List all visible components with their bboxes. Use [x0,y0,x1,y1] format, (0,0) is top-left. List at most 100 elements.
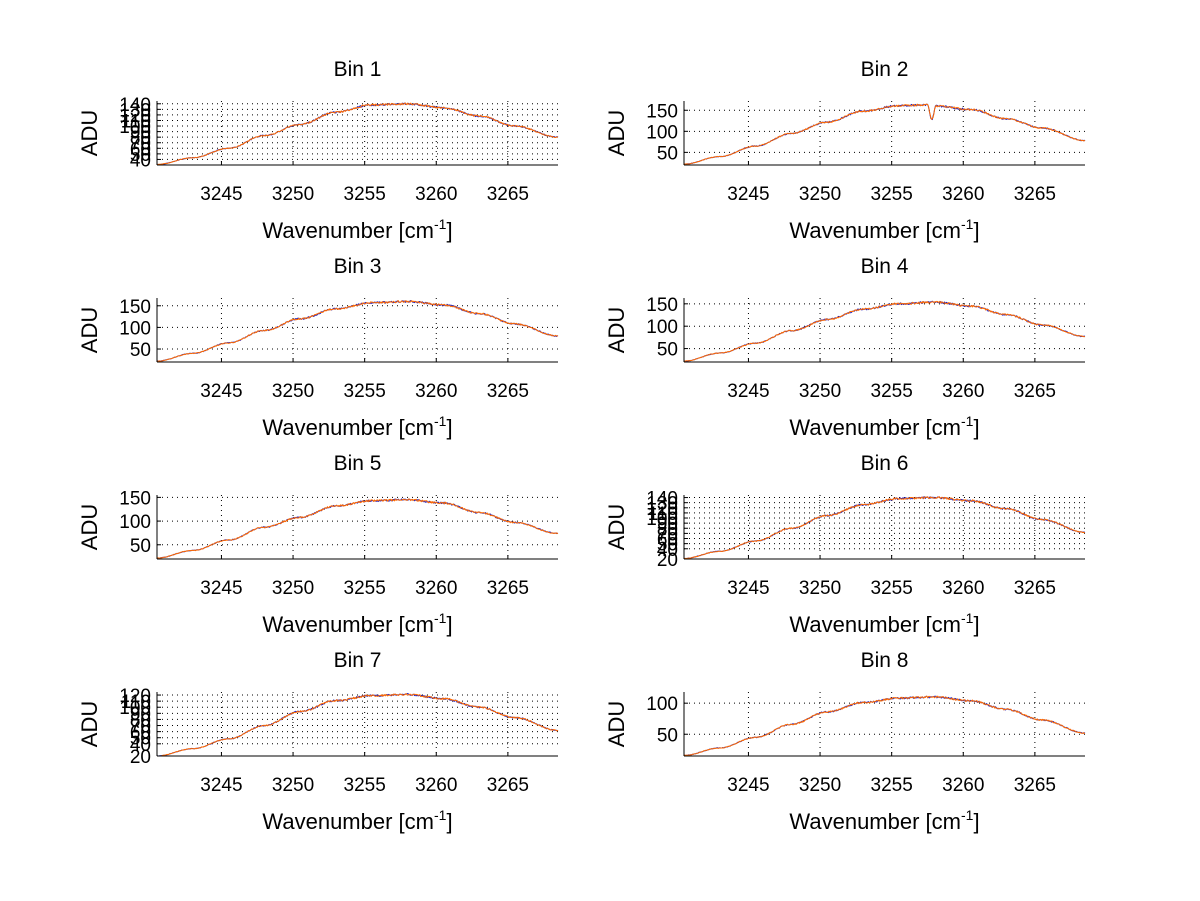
y-tick-label: 140 [119,95,151,116]
y-tick-label: 100 [646,509,678,530]
x-tick-label: 3245 [727,775,769,796]
x-tick-label: 3260 [942,184,984,205]
x-tick-label: 3260 [415,184,457,205]
y-tick-label: 60 [130,723,151,744]
x-axis-label-text: Wavenumber [cm [262,612,434,637]
y-tick-label: 50 [657,535,678,556]
x-tick-label: 3260 [942,381,984,402]
y-tick-label: 120 [646,499,678,520]
x-axis-label-text: Wavenumber [cm [262,415,434,440]
x-axis-label: Wavenumber [cm-1] [789,413,979,440]
x-axis-label-end: ] [973,612,979,637]
y-tick-label: 150 [119,297,151,318]
subplot-title: Bin 6 [861,452,909,475]
x-tick-label: 3255 [871,775,913,796]
x-tick-label: 3255 [871,578,913,599]
y-tick-label: 40 [130,735,151,756]
series-line-2 [683,300,1086,362]
y-tick-label: 150 [646,101,678,122]
y-tick-label: 50 [130,536,151,557]
series-line-1 [157,102,559,166]
y-tick-label: 50 [657,340,678,361]
x-axis-label-superscript: -1 [961,216,974,232]
x-axis-label-text: Wavenumber [cm [789,218,961,243]
series-line-1 [684,300,1086,362]
x-tick-label: 3265 [1014,381,1056,402]
series-line-2 [156,693,559,757]
y-tick-label: 70 [130,717,151,738]
y-tick-label: 50 [657,725,678,746]
series-line-2 [683,103,1086,165]
y-tick-label: 60 [657,530,678,551]
x-axis-label: Wavenumber [cm-1] [789,807,979,834]
y-tick-label: 90 [130,123,151,144]
x-tick-label: 3260 [415,578,457,599]
x-tick-label: 3250 [799,775,841,796]
y-tick-label: 60 [130,139,151,160]
y-tick-label: 20 [130,747,151,768]
x-tick-label: 3250 [799,381,841,402]
subplot-title: Bin 3 [334,255,382,278]
x-axis-label-superscript: -1 [434,413,447,429]
y-tick-label: 100 [119,698,151,719]
x-axis-label-end: ] [973,218,979,243]
y-tick-label: 90 [657,514,678,535]
x-axis-label-end: ] [446,809,452,834]
series-line-1 [683,496,1086,560]
y-tick-label: 50 [130,729,151,750]
y-tick-label: 110 [121,111,151,132]
y-tick-label: 50 [657,143,678,164]
y-axis-label: ADU [604,110,629,156]
y-tick-label: 100 [119,318,151,339]
x-tick-label: 3250 [272,578,314,599]
x-tick-label: 3245 [727,578,769,599]
x-tick-label: 3260 [415,775,457,796]
x-tick-label: 3255 [871,381,913,402]
subplot-8: Bin 8 3245 3250 3255 3260 3265 50 100 Wavenumber… [604,649,1086,834]
x-tick-label: 3265 [487,775,529,796]
x-axis-label-superscript: -1 [961,807,974,823]
x-axis-label-superscript: -1 [961,413,974,429]
subplot-title: Bin 5 [334,452,382,475]
subplot-title: Bin 1 [334,58,382,81]
y-tick-label: 100 [646,122,678,143]
series-line-1 [683,695,1086,756]
x-tick-label: 3245 [200,381,242,402]
y-tick-label: 90 [130,704,151,725]
y-tick-label: 80 [130,128,151,149]
y-tick-label: 100 [119,512,151,533]
y-tick-label: 50 [130,340,151,361]
series-line-1 [156,693,558,757]
x-tick-label: 3245 [727,381,769,402]
y-tick-label: 100 [646,694,678,715]
subplot-7: Bin 7 3245 3250 3255 3260 3265 204050607080901… [77,649,559,834]
x-axis-label-superscript: -1 [434,216,447,232]
y-tick-label: 70 [130,134,151,155]
x-axis-label-superscript: -1 [434,807,447,823]
x-tick-label: 3265 [1014,775,1056,796]
x-tick-label: 3250 [272,381,314,402]
y-axis-label: ADU [604,701,629,747]
y-tick-label: 110 [121,692,151,713]
x-tick-label: 3265 [1014,578,1056,599]
series-line-2 [156,498,559,559]
x-axis-label-end: ] [973,415,979,440]
x-tick-label: 3255 [344,775,386,796]
x-axis-label-superscript: -1 [434,610,447,626]
y-axis-label: ADU [77,701,102,747]
x-tick-label: 3245 [200,184,242,205]
y-tick-label: 120 [119,106,151,127]
x-tick-label: 3255 [344,184,386,205]
x-tick-label: 3255 [344,578,386,599]
x-tick-label: 3265 [487,184,529,205]
y-tick-label: 120 [119,686,151,707]
y-tick-label: 50 [130,145,151,166]
x-tick-label: 3265 [487,381,529,402]
subplot-title: Bin 4 [861,255,909,278]
subplot-1: Bin 1 3245 3250 3255 3260 3265 405060708090100… [77,58,559,243]
x-tick-label: 3250 [799,184,841,205]
